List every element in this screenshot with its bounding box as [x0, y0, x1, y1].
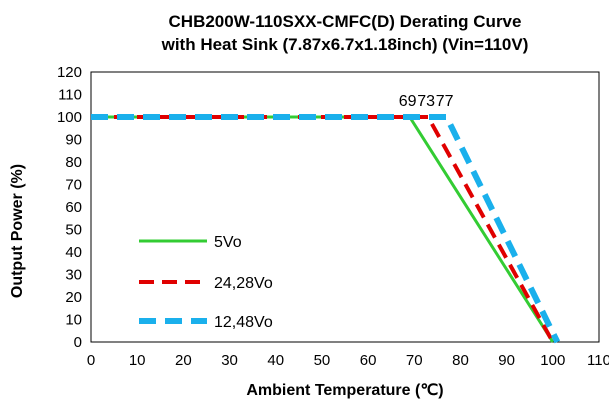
x-tick-label: 50	[314, 352, 331, 369]
plot-area	[90, 71, 600, 343]
x-tick-label: 20	[175, 352, 192, 369]
x-tick-label: 10	[129, 352, 146, 369]
x-tick-label: 60	[360, 352, 377, 369]
y-tick-label: 10	[65, 312, 82, 329]
chart-title-line-2: with Heat Sink (7.87x6.7x1.18inch) (Vin=…	[161, 35, 529, 54]
annotations: 69 73 77	[399, 93, 454, 110]
x-axis-label: Ambient Temperature (℃)	[246, 382, 443, 399]
y-tick-label: 110	[58, 87, 82, 104]
series-line-2	[91, 114, 561, 344]
y-tick-label: 80	[65, 154, 82, 171]
chart-title-line-1: CHB200W-110SXX-CMFC(D) Derating Curve	[169, 12, 522, 31]
legend-label: 24,28Vo	[214, 275, 273, 292]
x-tick-label: 0	[87, 352, 95, 369]
y-tick-label: 30	[65, 267, 82, 284]
y-tick-label: 70	[65, 177, 82, 194]
legend-label: 12,48Vo	[214, 314, 273, 331]
x-tick-label: 110	[587, 352, 609, 369]
y-tick-label: 0	[74, 334, 82, 351]
annotation-label: 69	[399, 93, 417, 110]
annotation-label: 77	[436, 93, 454, 110]
x-tick-label: 80	[452, 352, 469, 369]
y-tick-label: 90	[65, 132, 82, 149]
x-tick-label: 70	[406, 352, 423, 369]
series-line-1	[91, 115, 555, 343]
y-tick-label: 120	[57, 64, 82, 81]
x-tick-label: 40	[267, 352, 284, 369]
plot-frame	[90, 71, 600, 343]
y-tick-label: 40	[65, 244, 82, 261]
x-tick-label: 90	[498, 352, 515, 369]
series-lines	[91, 114, 561, 344]
x-tick-label: 30	[221, 352, 238, 369]
legend: 5Vo 24,28Vo 12,48Vo	[139, 234, 273, 331]
y-tick-label: 20	[65, 289, 82, 306]
y-tick-label: 50	[65, 222, 82, 239]
y-tick-label: 60	[65, 199, 82, 216]
y-axis-label: Output Power (%)	[9, 164, 26, 298]
x-tick-labels: 0 10 20 30 40 50 60 70 80 90 100 110	[87, 352, 609, 369]
y-tick-label: 100	[57, 109, 82, 126]
series-line-0	[91, 115, 555, 343]
y-tick-labels: 0 10 20 30 40 50 60 70 80 90 100 110 120	[57, 64, 82, 351]
annotation-label: 73	[417, 93, 435, 110]
legend-label: 5Vo	[214, 234, 242, 251]
x-tick-label: 100	[540, 352, 565, 369]
